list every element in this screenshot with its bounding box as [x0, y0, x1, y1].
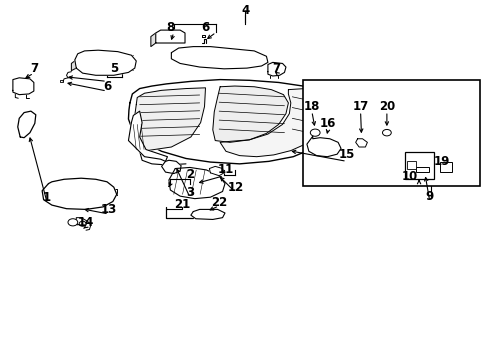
Text: 7: 7 [30, 62, 38, 75]
Text: 2: 2 [185, 168, 194, 181]
Polygon shape [128, 111, 167, 161]
Polygon shape [190, 210, 224, 220]
Circle shape [68, 219, 78, 226]
Polygon shape [171, 46, 267, 69]
Text: 11: 11 [217, 163, 234, 176]
Polygon shape [13, 78, 34, 95]
Text: 16: 16 [320, 117, 336, 130]
Circle shape [310, 129, 320, 136]
Text: 19: 19 [433, 155, 449, 168]
Bar [407, 161, 415, 168]
Polygon shape [42, 178, 117, 210]
Polygon shape [220, 89, 326, 157]
Polygon shape [355, 139, 366, 147]
Text: 3: 3 [185, 186, 194, 199]
Polygon shape [267, 62, 285, 76]
Text: 15: 15 [338, 148, 354, 161]
Text: 10: 10 [401, 170, 418, 183]
Polygon shape [212, 86, 288, 142]
Bar [439, 162, 451, 172]
Polygon shape [156, 30, 184, 43]
Circle shape [79, 221, 86, 226]
Text: 6: 6 [102, 80, 111, 93]
Bar [405, 152, 433, 179]
Text: 13: 13 [101, 203, 117, 216]
Text: 4: 4 [241, 4, 249, 17]
Text: 8: 8 [166, 21, 174, 34]
Text: 5: 5 [110, 62, 118, 75]
Text: 22: 22 [211, 196, 227, 209]
Text: 17: 17 [352, 100, 368, 113]
Polygon shape [161, 160, 181, 174]
Text: 20: 20 [378, 100, 394, 113]
Text: 1: 1 [43, 191, 51, 204]
Polygon shape [168, 167, 224, 199]
Polygon shape [133, 88, 205, 150]
Text: 9: 9 [425, 190, 433, 203]
Text: 21: 21 [174, 198, 190, 211]
Text: 12: 12 [227, 181, 244, 194]
Text: 18: 18 [303, 100, 319, 113]
Bar [303, 80, 479, 186]
Polygon shape [71, 60, 76, 71]
Polygon shape [209, 166, 224, 176]
Bar [415, 167, 428, 172]
Polygon shape [75, 50, 136, 75]
Text: 6: 6 [201, 21, 209, 34]
Text: 14: 14 [78, 216, 94, 229]
Polygon shape [128, 80, 328, 164]
Circle shape [382, 130, 390, 136]
Polygon shape [18, 111, 36, 138]
Polygon shape [306, 136, 340, 157]
Polygon shape [151, 33, 156, 46]
Text: 7: 7 [272, 62, 280, 75]
